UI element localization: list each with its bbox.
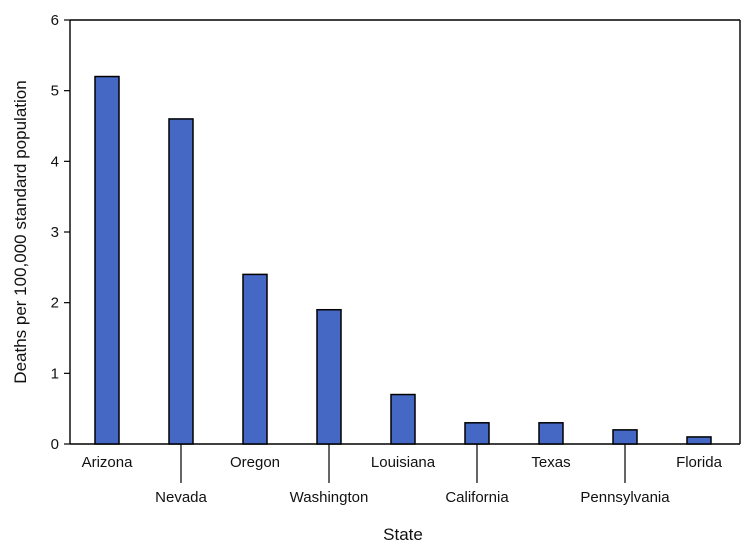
category-label-texas: Texas	[531, 454, 570, 471]
y-tick-label: 6	[51, 12, 59, 29]
category-label-louisiana: Louisiana	[371, 454, 436, 471]
y-axis-title: Deaths per 100,000 standard population	[11, 80, 30, 383]
bar-pennsylvania	[612, 429, 638, 445]
bar-texas	[538, 422, 564, 445]
bar-oregon	[242, 273, 268, 445]
bar-washington	[316, 308, 342, 445]
category-label-nevada: Nevada	[155, 489, 207, 506]
category-label-california: California	[445, 489, 509, 506]
y-ticks: 0 1 2 3 4 5 6	[51, 12, 70, 453]
category-label-oregon: Oregon	[230, 454, 280, 471]
bar-florida	[686, 436, 712, 445]
y-tick-label: 1	[51, 365, 59, 382]
bar-california	[464, 422, 490, 445]
category-label-florida: Florida	[676, 454, 723, 471]
y-tick-label: 2	[51, 295, 59, 312]
bars	[94, 75, 712, 445]
category-label-washington: Washington	[290, 489, 369, 506]
bar-nevada	[168, 118, 194, 445]
category-label-pennsylvania: Pennsylvania	[580, 489, 670, 506]
y-tick-label: 0	[51, 436, 59, 453]
bar-arizona	[94, 75, 120, 445]
x-labels: Arizona Nevada Oregon Washington Louisiana Ca…	[82, 444, 723, 506]
x-axis-title: State	[383, 525, 423, 544]
y-tick-label: 4	[51, 153, 59, 170]
bar-louisiana	[390, 393, 416, 445]
category-label-arizona: Arizona	[82, 454, 134, 471]
y-tick-label: 5	[51, 83, 59, 100]
y-tick-label: 3	[51, 224, 59, 241]
